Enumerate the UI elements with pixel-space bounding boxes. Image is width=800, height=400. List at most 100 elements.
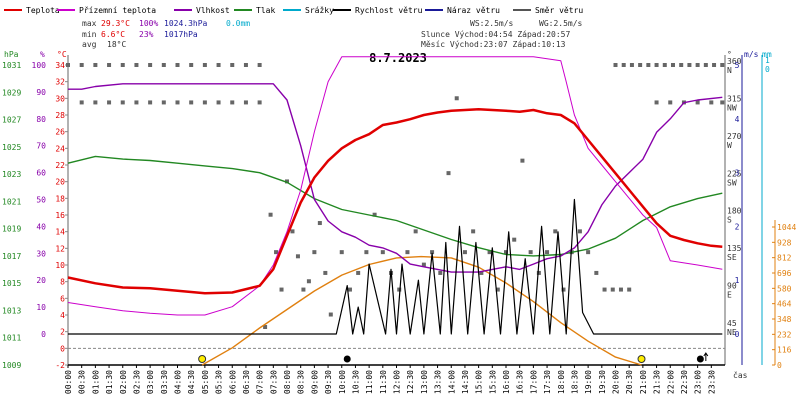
time-axis: 00:00 00:30 01:00 01:30 02:00 02:30 03:00 03:30… <box>64 364 725 394</box>
time-tick-label: 08:00 <box>283 370 292 394</box>
legend-label-5: Rychlost větru <box>355 6 423 15</box>
solar-tick-label: 0 <box>777 361 782 370</box>
stat-label-min: min <box>82 30 97 39</box>
wind-direction-point <box>285 179 289 184</box>
moonrise-icon <box>696 355 704 363</box>
wind-direction-point <box>317 221 322 226</box>
celsius-tick-label: 34 <box>55 61 65 70</box>
wind-direction-point <box>512 237 517 242</box>
wind-speed-stat: WS:2.5m/s <box>470 19 514 28</box>
series-ground-temperature <box>67 56 723 316</box>
wind-direction-point <box>662 63 667 67</box>
solar-tick-label: 464 <box>777 300 792 309</box>
time-tick-label: 06:30 <box>242 370 251 394</box>
time-tick-label: 13:00 <box>420 370 429 394</box>
axis-unit-time: čas <box>733 370 748 380</box>
series-pressure <box>67 155 723 257</box>
wind-direction-point <box>654 63 659 67</box>
time-tick-label: 00:30 <box>78 370 87 394</box>
legend-label-7: Směr větru <box>535 6 583 15</box>
right-axes: 360N315NW270W225SW180S135SE90E45NE543210… <box>724 55 796 370</box>
wind-direction-point <box>323 270 328 275</box>
moonrise-arrow-icon <box>703 352 709 361</box>
axis-unit-degree: ° <box>727 50 732 59</box>
wind-direction-point <box>695 100 700 105</box>
wind-direction-point <box>107 63 112 67</box>
stat-max-rain: 0.0mm <box>226 19 250 28</box>
time-tick-label: 03:00 <box>146 370 155 394</box>
wind-direction-point <box>257 100 262 105</box>
solar-tick-label: 580 <box>777 284 792 293</box>
wind-direction-point <box>134 100 139 105</box>
wind-direction-point <box>295 254 300 259</box>
wind-direction-point <box>638 63 643 67</box>
solar-tick-label: 232 <box>777 330 792 339</box>
hpa-tick-label: 1029 <box>2 88 21 97</box>
plot-area <box>66 56 725 366</box>
wind-direction-point <box>703 63 708 67</box>
wind-direction-point <box>668 100 673 105</box>
legend-label-1: Přízemní teplota <box>79 6 156 15</box>
direction-compass-label: SW <box>727 178 737 187</box>
wind-direction-point <box>301 287 306 292</box>
percent-tick-label: 20 <box>36 276 46 285</box>
wind-direction-point <box>438 270 443 275</box>
series-solar <box>201 255 642 366</box>
celsius-tick-label: 2 <box>60 328 65 337</box>
time-tick-label: 14:30 <box>461 370 470 394</box>
solar-tick-label: 812 <box>777 254 792 263</box>
hpa-tick-label: 1017 <box>2 252 21 261</box>
time-tick-label: 05:00 <box>201 370 210 394</box>
wind-direction-point <box>621 63 626 67</box>
time-tick-label: 20:30 <box>625 370 634 394</box>
time-tick-label: 14:00 <box>447 370 456 394</box>
wind-direction-point <box>268 212 273 217</box>
wind-direction-point <box>230 63 235 67</box>
direction-compass-label: E <box>727 291 732 300</box>
celsius-tick-label: 30 <box>55 94 65 103</box>
time-tick-label: 10:00 <box>338 370 347 394</box>
axis-unit-hpa: hPa <box>4 50 19 59</box>
moonset-icon <box>343 355 351 363</box>
axis-unit-ms: m/s <box>744 50 759 59</box>
wind-direction-point <box>161 100 166 105</box>
legend-label-6: Náraz větru <box>447 6 500 15</box>
time-tick-label: 08:30 <box>297 370 306 394</box>
legend-label-3: Tlak <box>256 6 275 15</box>
legend-label-4: Srážky <box>305 6 334 15</box>
direction-compass-label: N <box>727 66 732 75</box>
stats-block: max 29.3°C 100% 1024.3hPa 0.0mm min 6.6°… <box>82 19 583 49</box>
time-tick-label: 00:00 <box>64 370 73 394</box>
time-tick-label: 16:00 <box>502 370 511 394</box>
solar-tick-label: 696 <box>777 269 792 278</box>
wind-direction-point <box>446 171 451 176</box>
wind-direction-point <box>372 212 377 217</box>
wind-direction-point <box>257 63 262 67</box>
mm-tick-label: 0 <box>765 65 770 74</box>
time-tick-label: 04:00 <box>174 370 183 394</box>
solar-tick-label: 928 <box>777 238 792 247</box>
percent-tick-label: 90 <box>36 88 46 97</box>
time-tick-label: 02:30 <box>132 370 141 394</box>
wind-direction-point <box>654 100 659 105</box>
wind-direction-point <box>148 63 153 67</box>
celsius-tick-label: 18 <box>55 194 65 203</box>
series-humidity <box>68 83 723 273</box>
legend-label-2: Vlhkost <box>196 6 230 15</box>
ms-tick-label: 5 <box>735 61 740 70</box>
time-tick-label: 11:30 <box>379 370 388 394</box>
wind-direction-point <box>148 100 153 105</box>
time-tick-label: 07:00 <box>256 370 265 394</box>
wind-direction-point <box>230 100 235 105</box>
wind-direction-point <box>720 63 725 67</box>
celsius-tick-label: 20 <box>55 178 65 187</box>
direction-degree-label: 270 <box>727 132 742 141</box>
wind-direction-point <box>586 250 591 255</box>
wind-direction-point <box>263 325 268 329</box>
wind-direction-point <box>454 96 459 101</box>
celsius-tick-label: 24 <box>55 144 65 153</box>
time-tick-label: 22:30 <box>680 370 689 394</box>
celsius-tick-label: 10 <box>55 261 65 270</box>
celsius-tick-label: 0 <box>60 344 65 353</box>
wind-direction-point <box>120 100 125 105</box>
